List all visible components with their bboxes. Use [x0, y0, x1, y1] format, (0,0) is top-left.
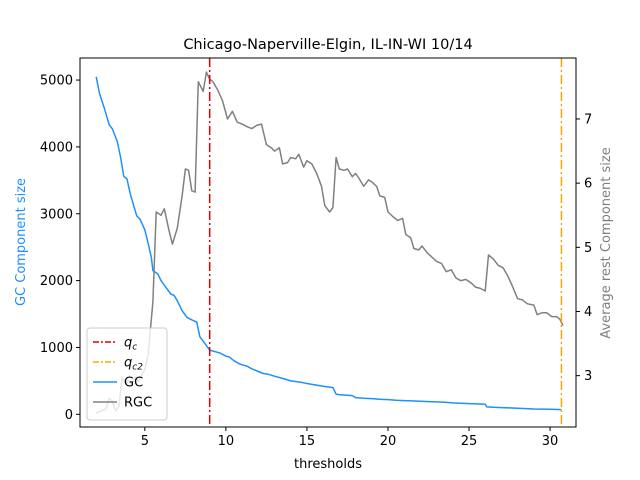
right-y-axis: 3 4 5 6 7 [576, 112, 592, 384]
plot-area-frame [79, 57, 577, 428]
legend-box [86, 327, 168, 421]
x-tick-label: 30 [542, 434, 559, 449]
legend-label: GC [124, 376, 143, 391]
right-y-tick-label: 5 [584, 241, 592, 256]
x-axis: 5 10 15 20 25 30 [141, 427, 559, 449]
series-line-rgc [95, 71, 564, 414]
x-tick-label: 25 [461, 434, 478, 449]
left-y-tick-label: 0 [65, 408, 73, 423]
right-y-tick-label: 3 [584, 369, 592, 384]
right-y-tick-label: 7 [584, 112, 592, 127]
series-line-gc [95, 76, 562, 411]
left-y-tick-label: 2000 [40, 274, 73, 289]
left-y-axis-label: GC Component size [14, 178, 29, 306]
left-y-tick-label: 4000 [40, 140, 73, 155]
left-y-tick-label: 1000 [40, 341, 73, 356]
right-y-tick-label: 4 [584, 305, 592, 320]
x-axis-label: thresholds [294, 457, 362, 472]
chart-title: Chicago-Naperville-Elgin, IL-IN-WI 10/14 [183, 37, 472, 53]
right-y-axis-label: Average rest Component size [599, 147, 614, 338]
left-y-tick-label: 3000 [40, 207, 73, 222]
x-tick-label: 5 [141, 434, 149, 449]
right-y-tick-label: 6 [584, 177, 592, 192]
series-layer [95, 58, 564, 427]
left-y-axis: 0 1000 2000 3000 4000 5000 [40, 74, 80, 423]
x-tick-label: 10 [218, 434, 235, 449]
x-tick-label: 20 [380, 434, 397, 449]
x-tick-label: 15 [299, 434, 316, 449]
left-y-tick-label: 5000 [40, 74, 73, 89]
legend-label: RGC [124, 396, 152, 411]
